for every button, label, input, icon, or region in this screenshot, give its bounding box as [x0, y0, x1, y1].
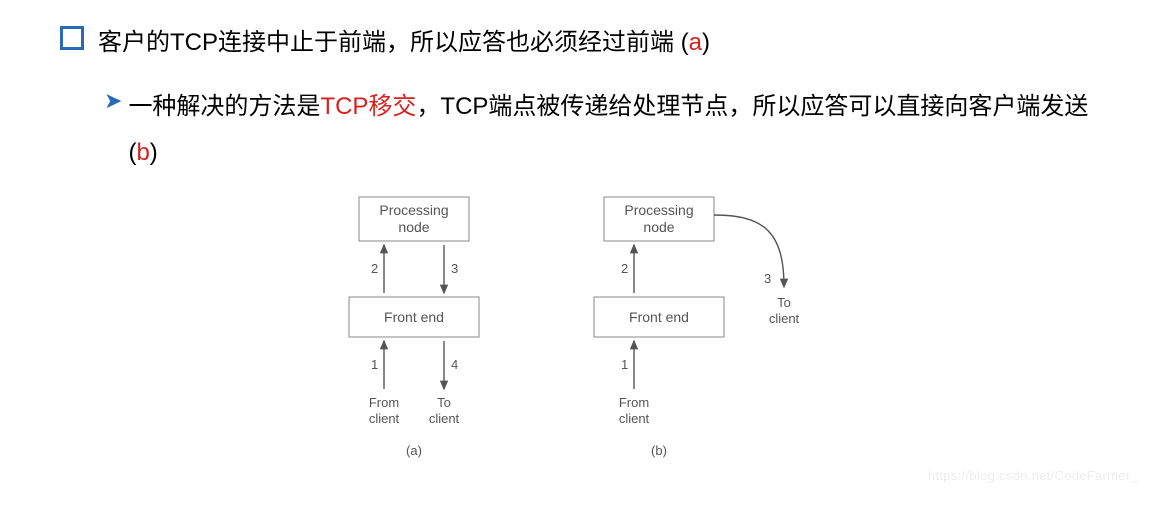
b-proc-node-l2: node — [643, 219, 674, 235]
arrow-bullet-icon: ➤ — [104, 88, 122, 114]
a-to-client-l1: To — [437, 395, 451, 410]
bullet-1-text: 客户的TCP连接中止于前端，所以应答也必须经过前端 (a) — [98, 20, 710, 66]
b-front-end-label: Front end — [629, 309, 689, 325]
b-proc-node-l1: Processing — [624, 202, 693, 218]
watermark: https://blog.csdn.net/CodeFarmer_ — [928, 468, 1138, 483]
b-num-1: 1 — [621, 357, 628, 372]
b-caption: (b) — [651, 443, 667, 458]
bullet-2-post: ) — [150, 139, 158, 166]
a-num-2: 2 — [371, 261, 378, 276]
a-proc-node-l1: Processing — [379, 202, 448, 218]
b-from-client-l2: client — [619, 411, 650, 426]
tcp-diagram: Processing node 2 3 Front end 1 4 From c… — [304, 187, 864, 477]
a-front-end-label: Front end — [384, 309, 444, 325]
a-num-4: 4 — [451, 357, 458, 372]
a-to-client-l2: client — [429, 411, 460, 426]
b-from-client-l1: From — [619, 395, 649, 410]
diagram-container: Processing node 2 3 Front end 1 4 From c… — [60, 187, 1108, 477]
b-num-2: 2 — [621, 261, 628, 276]
bullet-1-a: a — [689, 29, 702, 56]
b-to-client-l2: client — [769, 311, 800, 326]
bullet-1-pre: 客户的TCP连接中止于前端，所以应答也必须经过前端 ( — [98, 29, 689, 56]
a-caption: (a) — [406, 443, 422, 458]
a-from-client-l2: client — [369, 411, 400, 426]
bullet-1-post: ) — [702, 29, 710, 56]
a-num-1: 1 — [371, 357, 378, 372]
bullet-2-b: b — [136, 139, 149, 166]
a-proc-node-l2: node — [398, 219, 429, 235]
b-arrow-3 — [714, 215, 784, 287]
bullet-2-highlight: TCP移交 — [320, 93, 416, 120]
bullet-2-pre: 一种解决的方法是 — [128, 93, 320, 120]
a-num-3: 3 — [451, 261, 458, 276]
square-bullet-icon — [60, 26, 84, 50]
bullet-2-text: 一种解决的方法是TCP移交，TCP端点被传递给处理节点，所以应答可以直接向客户端… — [128, 84, 1108, 178]
a-from-client-l1: From — [369, 395, 399, 410]
b-num-3: 3 — [764, 271, 771, 286]
b-to-client-l1: To — [777, 295, 791, 310]
